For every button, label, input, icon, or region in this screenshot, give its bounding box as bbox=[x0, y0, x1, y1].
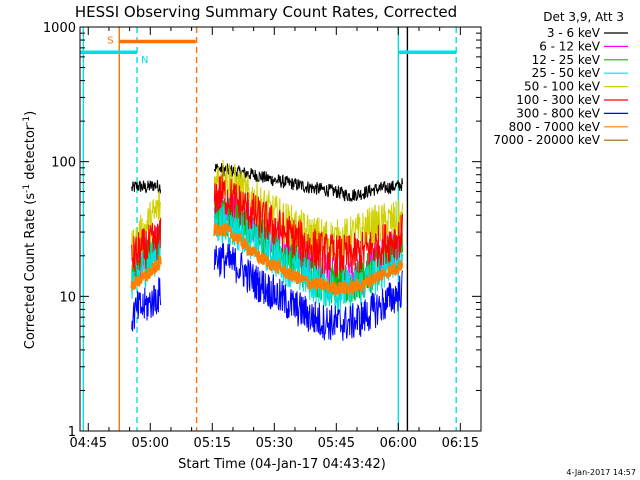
x-tick-label: 05:45 bbox=[318, 436, 355, 451]
series-line bbox=[213, 159, 403, 262]
x-tick-label: 06:15 bbox=[442, 436, 479, 451]
x-tick-label: 06:00 bbox=[380, 436, 417, 451]
legend-header: Det 3,9, Att 3 bbox=[543, 10, 624, 24]
x-tick-label: 05:15 bbox=[194, 436, 231, 451]
plot-frame bbox=[79, 26, 482, 432]
legend-entry-label: 300 - 800 keV bbox=[516, 106, 600, 120]
y-axis: 1 10 100 1000 bbox=[43, 21, 481, 440]
series-line bbox=[213, 243, 403, 341]
series-line bbox=[213, 198, 403, 306]
x-tick-label: 05:00 bbox=[132, 436, 169, 451]
series-line bbox=[130, 255, 162, 291]
state-bar-label: S bbox=[107, 36, 113, 47]
x-tick-label: 04:45 bbox=[70, 436, 107, 451]
legend-entry-label: 800 - 7000 keV bbox=[509, 120, 601, 134]
y-axis-label: Corrected Count Rate (s-1 detector-1) bbox=[22, 111, 38, 349]
footer-timestamp: 4-Jan-2017 14:57 bbox=[566, 468, 636, 477]
legend-entry-label: 100 - 300 keV bbox=[516, 93, 600, 107]
series-line bbox=[131, 217, 162, 272]
y-tick-label: 1 bbox=[68, 425, 76, 440]
state-bars: SN bbox=[80, 36, 457, 66]
legend-entry-label: 3 - 6 keV bbox=[547, 26, 601, 40]
state-bar-label: N bbox=[141, 55, 148, 66]
x-axis: 04:45 05:00 05:15 05:30 05:45 06:00 06:15 bbox=[70, 27, 482, 451]
series-line bbox=[213, 163, 403, 203]
legend-entry-label: 25 - 50 keV bbox=[532, 66, 601, 80]
y-tick-label: 1000 bbox=[43, 21, 76, 36]
legend-entry-label: 6 - 12 keV bbox=[539, 39, 601, 53]
x-tick-label: 05:30 bbox=[256, 436, 293, 451]
series-line bbox=[213, 173, 403, 277]
series-line bbox=[131, 277, 162, 332]
chart-title: HESSI Observing Summary Count Rates, Cor… bbox=[75, 3, 457, 21]
series-layer bbox=[130, 159, 404, 341]
legend-entry-label: 12 - 25 keV bbox=[532, 53, 601, 67]
series-line bbox=[131, 179, 162, 194]
legend-entry-label: 50 - 100 keV bbox=[524, 80, 601, 94]
y-tick-label: 10 bbox=[59, 290, 76, 305]
series-line bbox=[213, 222, 404, 298]
legend-entry-label: 7000 - 20000 keV bbox=[493, 133, 600, 147]
y-tick-label: 100 bbox=[51, 156, 76, 171]
x-axis-label: Start Time (04-Jan-17 04:43:42) bbox=[178, 457, 386, 472]
